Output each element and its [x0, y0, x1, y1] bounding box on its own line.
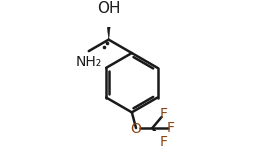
Text: O: O	[131, 122, 142, 136]
Text: NH₂: NH₂	[76, 55, 102, 69]
Polygon shape	[106, 19, 111, 40]
Text: F: F	[167, 121, 175, 135]
Text: F: F	[160, 107, 168, 121]
Text: F: F	[160, 135, 168, 149]
Text: OH: OH	[97, 1, 120, 16]
